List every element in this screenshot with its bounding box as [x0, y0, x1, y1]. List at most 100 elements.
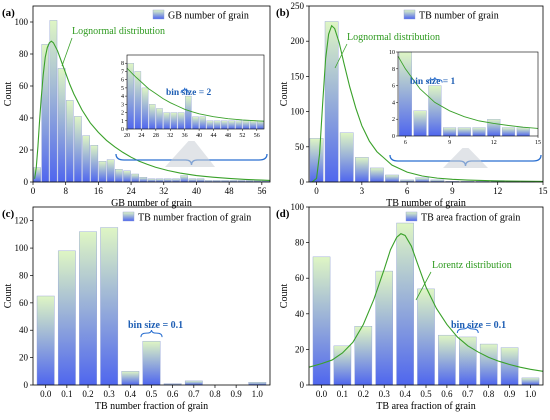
legend: GB number of grain [152, 9, 249, 22]
inset-y-tick-label: 10 [389, 50, 395, 56]
inset-bar [487, 119, 501, 137]
x-tick-label: 15 [539, 186, 549, 196]
inset-x-tick-label: 9 [448, 140, 451, 146]
bar [180, 175, 188, 183]
bar [65, 100, 74, 183]
x-tick-label: 0.3 [104, 389, 116, 399]
y-tick-label: 150 [291, 71, 305, 81]
panel-c: 0.0 0.1 0.2 0.3 0.4 0.5 0.6 0.7 0.8 0.9 1.0 0 20 40 60… [2, 206, 271, 412]
inset-bar [516, 127, 530, 137]
fit-pointer [334, 43, 348, 69]
panel-label: (a) [2, 7, 15, 19]
inset-bar [141, 87, 149, 130]
inset-bar [192, 116, 199, 130]
x-tick-label: 0.9 [231, 389, 243, 399]
bar [106, 159, 115, 183]
inset-x-tick-label: 44 [211, 133, 217, 139]
inset-y-tick-label: 7 [121, 69, 124, 75]
bar [57, 250, 76, 386]
y-axis-label: Count [3, 82, 14, 107]
inset-bar [235, 120, 243, 130]
bar [49, 20, 58, 183]
x-tick-label: 8 [63, 186, 68, 196]
inset-y-tick-label: 2 [392, 117, 395, 123]
bar [98, 160, 107, 183]
inset-fit-curve [397, 55, 539, 129]
x-axis-label: TB number of grain [386, 198, 466, 209]
bar [184, 380, 203, 386]
legend-label: TB number of grain [419, 11, 499, 22]
x-tick-label: 0.0 [316, 389, 328, 399]
x-tick-label: 6 [405, 186, 410, 196]
bar [115, 168, 123, 183]
y-tick-label: 100 [15, 243, 29, 253]
inset-x-tick-label: 20 [124, 133, 130, 139]
bar [438, 334, 456, 386]
y-tick-label: 0 [300, 380, 305, 390]
inset-bar [428, 85, 442, 137]
inset-bar [163, 112, 170, 130]
x-tick-label: 0.4 [125, 389, 137, 399]
bar [79, 231, 97, 386]
y-tick-label: 40 [295, 309, 305, 319]
x-tick-label: 0.1 [61, 389, 72, 399]
y-tick-label: 0 [24, 380, 29, 390]
y-tick-label: 0 [24, 177, 29, 187]
x-axis-label: TB area fraction of grain [376, 401, 475, 412]
y-tick-label: 100 [291, 107, 305, 117]
x-tick-label: 56 [257, 186, 267, 196]
x-tick-label: 0 [31, 186, 36, 196]
fit-label: Lognormal distribution [347, 32, 440, 43]
bar [417, 288, 435, 386]
y-tick-label: 100 [15, 17, 29, 27]
x-tick-label: 1.0 [252, 389, 264, 399]
inset: 6 9 12 15 0 2 4 6 8 10 bin size = 1 [382, 48, 542, 168]
y-tick-label: 20 [19, 353, 29, 363]
y-tick-label: 120 [15, 216, 29, 226]
bar [415, 177, 430, 183]
inset-bar [242, 120, 250, 130]
x-tick-label: 0.2 [82, 389, 93, 399]
inset-x-tick-label: 12 [491, 140, 497, 146]
inset-y-tick-label: 8 [121, 61, 124, 67]
y-tick-label: 50 [295, 142, 305, 152]
inset-y-tick-label: 8 [392, 67, 395, 73]
inset-bar [221, 120, 228, 130]
bar [164, 178, 172, 183]
y-tick-label: 60 [19, 298, 29, 308]
fit-curve [34, 40, 271, 181]
inset-bar [185, 95, 192, 130]
axes-frame [308, 5, 544, 183]
x-tick-label: 0.8 [483, 389, 495, 399]
bar [139, 176, 148, 183]
x-tick-label: 24 [127, 186, 137, 196]
inset-bar [249, 120, 257, 130]
x-tick-label: 0.2 [358, 389, 369, 399]
x-tick-label: 0.0 [40, 389, 52, 399]
fit-curve [311, 24, 544, 183]
y-tick-label: 80 [295, 238, 305, 248]
x-tick-label: 32 [159, 186, 168, 196]
bar [121, 371, 140, 386]
bin-size-annotation: bin size = 1 [410, 77, 456, 87]
inset-y-tick-label: 4 [121, 94, 124, 100]
legend-label: TB area fraction of grain [421, 213, 520, 224]
bar [355, 157, 369, 183]
inset-bar [134, 71, 142, 130]
legend-swatch [122, 211, 135, 222]
y-axis-label: Count [279, 284, 290, 309]
y-tick-label: 100 [291, 202, 305, 212]
x-tick-label: 9 [450, 186, 455, 196]
panel-label: (c) [2, 208, 15, 220]
bin-size-annotation: bin size = 0.1 [128, 320, 183, 331]
fit-curve [308, 233, 544, 372]
legend-swatch [405, 211, 418, 222]
x-tick-label: 0.3 [379, 389, 391, 399]
inset-y-tick-label: 0 [392, 134, 395, 140]
legend: TB number of grain [403, 9, 499, 22]
bar [142, 340, 161, 386]
x-tick-label: 0.5 [420, 389, 432, 399]
inset-bar [257, 120, 264, 130]
